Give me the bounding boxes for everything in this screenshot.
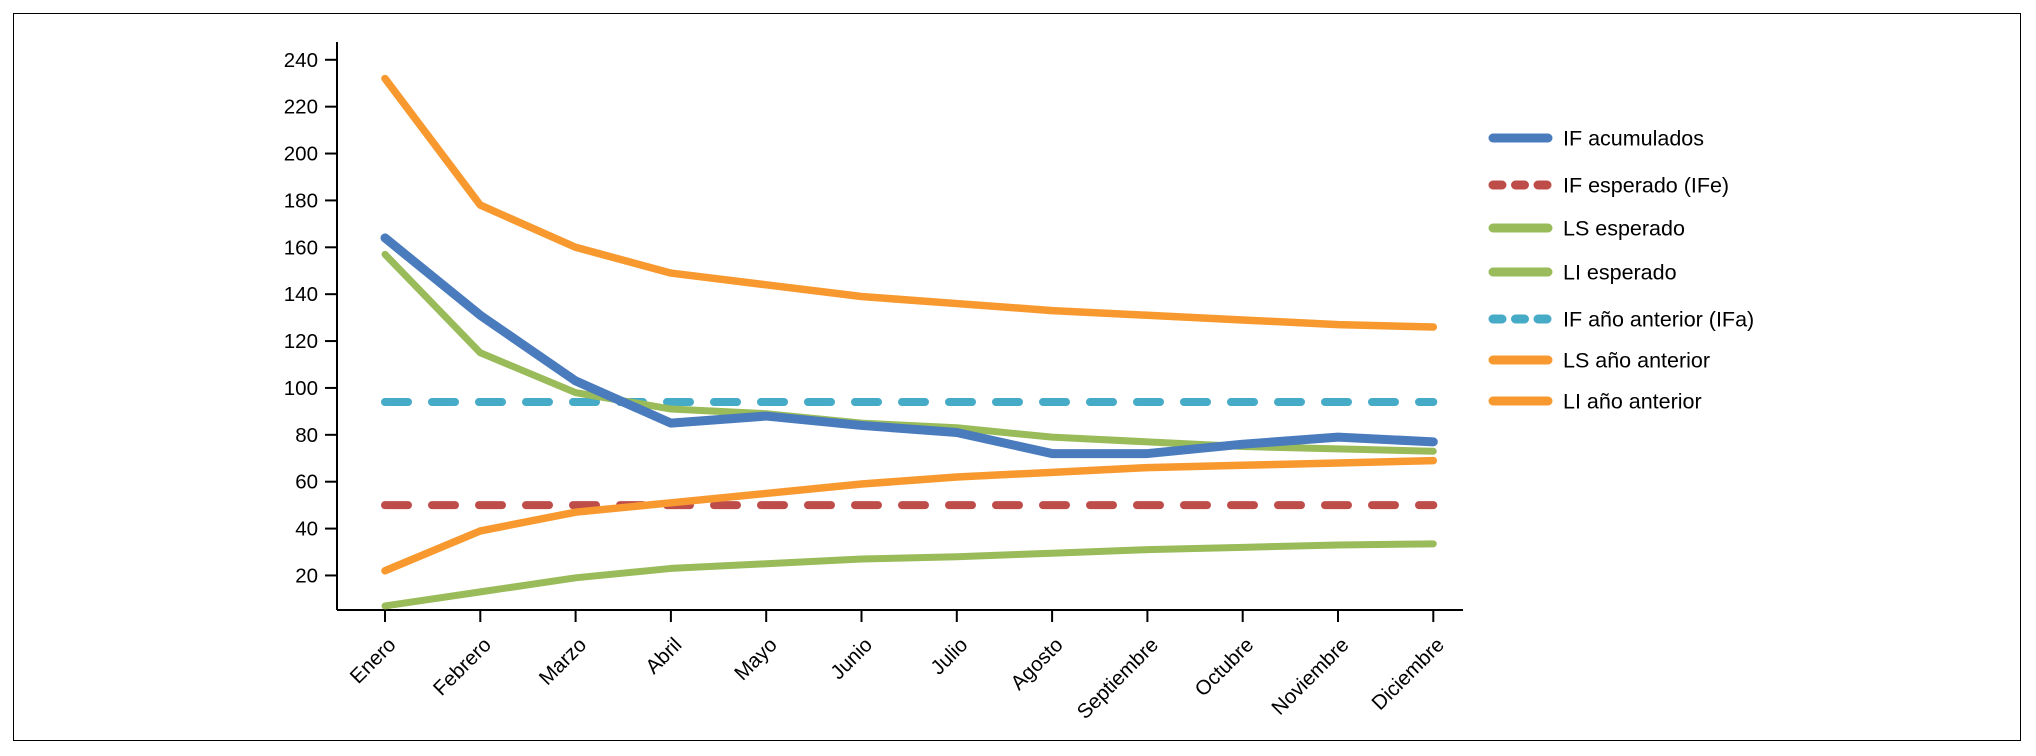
screenshot-border <box>13 13 2021 741</box>
y-tick-label: 180 <box>284 189 318 212</box>
x-tick-label-abril: Abril <box>641 633 686 678</box>
x-tick-label-diciembre: Diciembre <box>1367 633 1449 715</box>
y-tick-label: 60 <box>295 471 318 494</box>
legend-label-if-acumulados: IF acumulados <box>1563 127 1704 151</box>
y-tick-label: 40 <box>295 518 318 541</box>
x-tick-label-junio: Junio <box>826 633 877 684</box>
legend-label-ls-esperado: LS esperado <box>1563 217 1685 241</box>
y-tick-label: 120 <box>284 330 318 353</box>
y-tick-label: 100 <box>284 377 318 400</box>
y-tick-label: 140 <box>284 283 318 306</box>
series-line-if-acumulados <box>380 233 1438 459</box>
x-tick-label-noviembre: Noviembre <box>1267 633 1353 719</box>
legend-label-li-esperado: LI esperado <box>1563 261 1677 285</box>
x-tick-label-marzo: Marzo <box>535 633 592 690</box>
series-line-li-esperado <box>381 540 1437 610</box>
y-tick-label: 80 <box>295 424 318 447</box>
x-tick-label-julio: Julio <box>926 633 972 679</box>
y-tick-label: 20 <box>295 564 318 587</box>
y-tick-label: 240 <box>284 49 318 72</box>
y-tick-label: 200 <box>284 143 318 166</box>
x-tick-label-febrero: Febrero <box>429 633 496 700</box>
x-tick-label-agosto: Agosto <box>1006 633 1067 694</box>
x-tick-label-enero: Enero <box>346 633 401 688</box>
legend-label-if-esperado-ife: IF esperado (IFe) <box>1563 174 1729 198</box>
series-line-li-ano-anterior <box>381 456 1438 575</box>
legend-label-ls-ano-anterior: LS año anterior <box>1563 349 1710 373</box>
y-tick-label: 220 <box>284 96 318 119</box>
legend-label-if-ano-anterior-ifa: IF año anterior (IFa) <box>1563 308 1754 332</box>
x-tick-label-octubre: Octubre <box>1190 633 1258 701</box>
x-tick-label-mayo: Mayo <box>730 633 782 685</box>
legend-label-li-ano-anterior: LI año anterior <box>1563 390 1702 414</box>
x-tick-label-septiembre: Septiembre <box>1073 633 1163 723</box>
y-tick-label: 160 <box>284 236 318 259</box>
series-line-ls-ano-anterior <box>381 74 1438 331</box>
